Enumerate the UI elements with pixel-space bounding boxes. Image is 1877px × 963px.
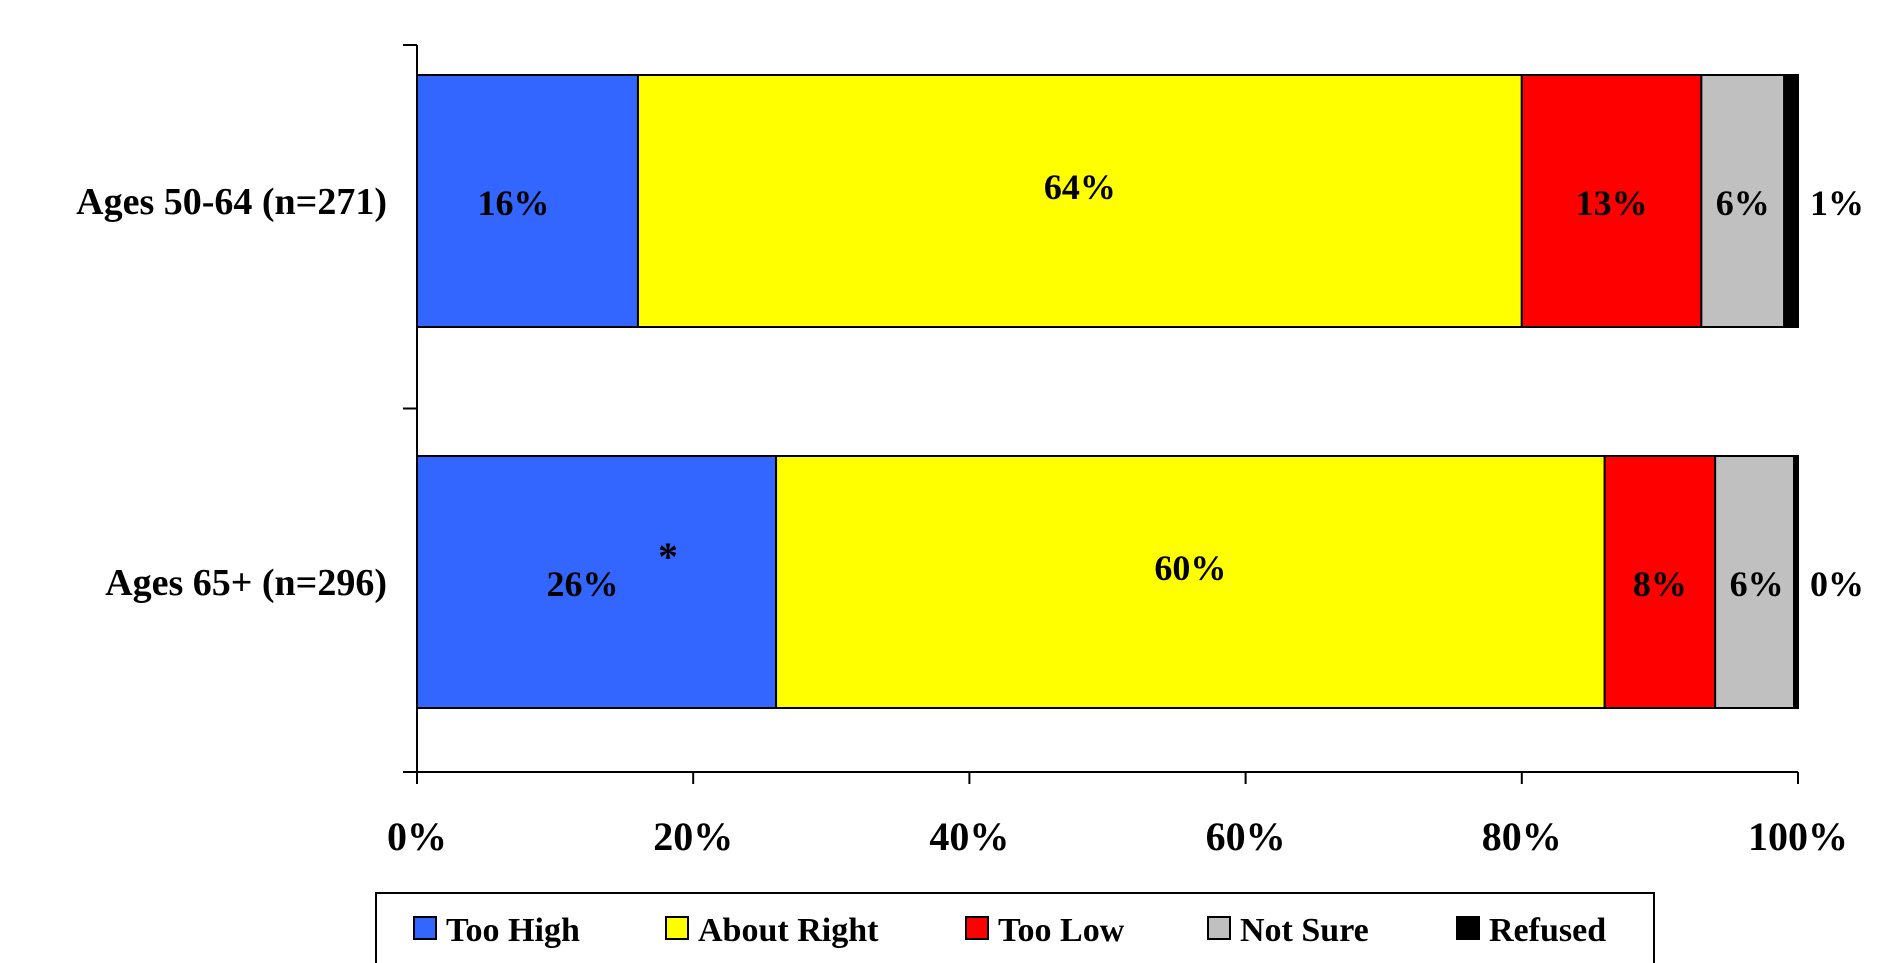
data-label: 6% <box>1716 183 1770 223</box>
legend-swatch-about-right <box>665 916 689 940</box>
data-label: 64% <box>1044 167 1116 207</box>
legend-label-about-right: About Right <box>698 912 879 949</box>
x-axis-tick-labels: 0% 20% 40% 60% 80% 100% <box>387 814 1848 859</box>
annotation-asterisk: * <box>658 534 678 579</box>
data-label: 13% <box>1576 183 1648 223</box>
x-tick-label: 40% <box>929 814 1009 859</box>
x-tick-label: 0% <box>387 814 447 859</box>
bar-segment-about-right <box>636 74 1523 328</box>
chart-legend: Too High About Right Too Low Not Sure Refuse… <box>375 892 1655 963</box>
chart-bars: 16% 64% 13% 6% 1% 26% 60% 8% 6% 0% * <box>416 74 1864 709</box>
data-label: 0% <box>1810 564 1864 604</box>
legend-swatch-too-low <box>965 916 989 940</box>
legend-label-too-low: Too Low <box>998 912 1125 949</box>
legend-label-too-high: Too High <box>446 912 580 949</box>
data-label: 8% <box>1633 564 1687 604</box>
data-label: 26% <box>547 564 619 604</box>
bar-segment-too-high <box>416 455 778 709</box>
y-axis-category-labels: Ages 50-64 (n=271) Ages 65+ (n=296) <box>76 181 387 604</box>
legend-label-refused: Refused <box>1489 912 1606 949</box>
bar-segment-refused <box>1783 74 1799 328</box>
bar-segment-too-high <box>416 74 639 328</box>
x-tick-label: 100% <box>1748 814 1848 859</box>
legend-box <box>375 892 1655 963</box>
x-tick-label: 20% <box>653 814 733 859</box>
data-label: 16% <box>477 183 549 223</box>
legend-swatch-too-high <box>413 916 437 940</box>
data-label: 60% <box>1154 548 1226 588</box>
data-label: 6% <box>1730 564 1784 604</box>
bar-segment-too-low <box>1520 74 1703 328</box>
legend-label-not-sure: Not Sure <box>1240 912 1369 949</box>
bar-segment-about-right <box>775 455 1606 709</box>
bar-segment-refused <box>1793 455 1799 709</box>
data-label: 1% <box>1810 183 1864 223</box>
bar-segment-not-sure <box>1700 74 1786 328</box>
bar-segment-too-low <box>1603 455 1717 709</box>
legend-swatch-refused <box>1456 916 1480 940</box>
category-label: Ages 50-64 (n=271) <box>76 181 387 223</box>
x-tick-label: 60% <box>1206 814 1286 859</box>
legend-swatch-not-sure <box>1207 916 1231 940</box>
category-label: Ages 65+ (n=296) <box>105 562 387 604</box>
x-tick-label: 80% <box>1482 814 1562 859</box>
